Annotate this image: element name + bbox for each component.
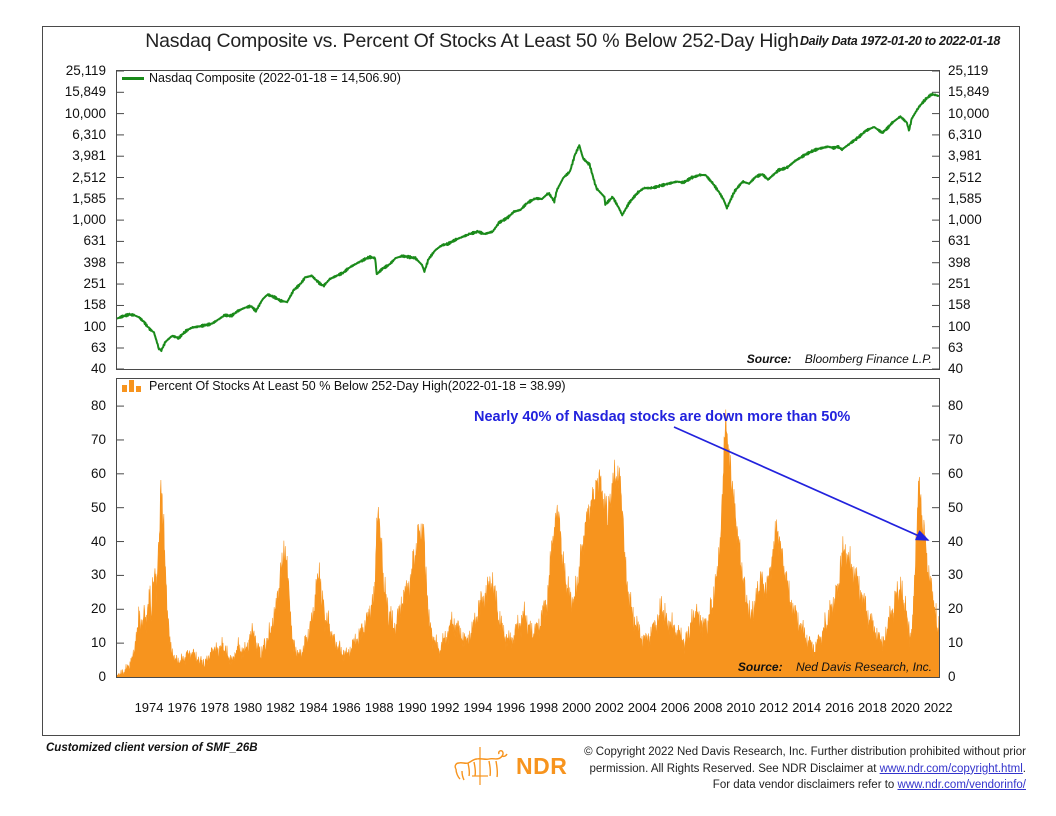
legend-nasdaq: Nasdaq Composite (2022-01-18 = 14,506.90… bbox=[122, 71, 401, 85]
axis-tick-label: 70 bbox=[948, 433, 963, 447]
bull-bear-logo-icon bbox=[450, 745, 510, 787]
axis-tick-label: 3,981 bbox=[0, 149, 106, 163]
axis-tick-label: 1,000 bbox=[0, 213, 106, 227]
axis-tick-label: 63 bbox=[0, 341, 106, 355]
axis-tick-label: 10 bbox=[0, 636, 106, 650]
daily-data-range: Daily Data 1972-01-20 to 2022-01-18 bbox=[800, 34, 1000, 48]
axis-tick-label: 15,849 bbox=[0, 85, 106, 99]
chart-page: Nasdaq Composite vs. Percent Of Stocks A… bbox=[0, 0, 1056, 816]
vendorinfo-link[interactable]: www.ndr.com/vendorinfo/ bbox=[898, 779, 1026, 791]
axis-tick-label: 158 bbox=[0, 298, 106, 312]
axis-tick-label: 25,119 bbox=[948, 64, 988, 78]
axis-tick-label: 10 bbox=[948, 636, 963, 650]
copyright-line-2-period: . bbox=[1023, 763, 1026, 775]
axis-tick-label: 158 bbox=[948, 298, 971, 312]
axis-tick-label: 20 bbox=[0, 602, 106, 616]
ndr-logo-text: NDR bbox=[516, 753, 567, 780]
source-top-label: Source: bbox=[747, 352, 792, 366]
axis-tick-label: 6,310 bbox=[0, 128, 106, 142]
axis-tick-label: 6,310 bbox=[948, 128, 982, 142]
axis-tick-label: 398 bbox=[948, 256, 971, 270]
axis-tick-label: 10,000 bbox=[0, 107, 106, 121]
line-swatch-icon bbox=[122, 77, 144, 80]
legend-percent-label: Percent Of Stocks At Least 50 % Below 25… bbox=[149, 379, 566, 393]
axis-tick-label: 2,512 bbox=[948, 171, 982, 185]
axis-tick-label: 0 bbox=[948, 670, 956, 684]
bar-swatch-icon bbox=[122, 380, 144, 392]
axis-tick-label: 631 bbox=[948, 234, 971, 248]
annotation-text: Nearly 40% of Nasdaq stocks are down mor… bbox=[474, 409, 850, 425]
axis-tick-label: 63 bbox=[948, 341, 963, 355]
axis-tick-label: 20 bbox=[948, 602, 963, 616]
axis-tick-label: 40 bbox=[948, 362, 963, 376]
copyright-line-2: permission. All Rights Reserved. See NDR… bbox=[566, 761, 1026, 778]
axis-tick-label: 50 bbox=[0, 501, 106, 515]
axis-tick-label: 631 bbox=[0, 234, 106, 248]
axis-tick-label: 70 bbox=[0, 433, 106, 447]
axis-tick-label: 1,585 bbox=[0, 192, 106, 206]
axis-tick-label: 30 bbox=[948, 568, 963, 582]
axis-tick-label: 251 bbox=[948, 277, 971, 291]
legend-nasdaq-label: Nasdaq Composite (2022-01-18 = 14,506.90… bbox=[149, 71, 401, 85]
axis-tick-label: 100 bbox=[948, 320, 971, 334]
axis-tick-label: 398 bbox=[0, 256, 106, 270]
source-top-value: Bloomberg Finance L.P. bbox=[805, 352, 932, 366]
copyright-line-3: For data vendor disclaimers refer to www… bbox=[566, 777, 1026, 794]
copyright-line-1: © Copyright 2022 Ned Davis Research, Inc… bbox=[566, 744, 1026, 761]
source-bottom: Source: Ned Davis Research, Inc. bbox=[738, 660, 932, 674]
axis-tick-label: 60 bbox=[948, 467, 963, 481]
axis-tick-label: 30 bbox=[0, 568, 106, 582]
axis-tick-label: 40 bbox=[0, 362, 106, 376]
axis-tick-label: 60 bbox=[0, 467, 106, 481]
source-bottom-label: Source: bbox=[738, 660, 783, 674]
axis-tick-label: 80 bbox=[0, 399, 106, 413]
axis-tick-label: 40 bbox=[0, 535, 106, 549]
axis-tick-label: 15,849 bbox=[948, 85, 989, 99]
copyright-link[interactable]: www.ndr.com/copyright.html bbox=[880, 763, 1023, 775]
ndr-logo: NDR bbox=[450, 745, 567, 787]
axis-tick-label: 0 bbox=[0, 670, 106, 684]
axis-tick-label: 100 bbox=[0, 320, 106, 334]
axis-tick-label: 10,000 bbox=[948, 107, 989, 121]
axis-tick-label: 1,585 bbox=[948, 192, 982, 206]
legend-percent-stocks: Percent Of Stocks At Least 50 % Below 25… bbox=[122, 379, 566, 393]
axis-tick-label: 25,119 bbox=[0, 64, 106, 78]
axis-tick-label: 50 bbox=[948, 501, 963, 515]
page-title: Nasdaq Composite vs. Percent Of Stocks A… bbox=[42, 30, 902, 53]
axis-tick-label: 2,512 bbox=[0, 171, 106, 185]
axis-tick-label: 251 bbox=[0, 277, 106, 291]
nasdaq-composite-plot bbox=[117, 71, 939, 369]
axis-tick-label: 3,981 bbox=[948, 149, 982, 163]
copyright-line-2-text: permission. All Rights Reserved. See NDR… bbox=[589, 763, 879, 775]
nasdaq-composite-panel bbox=[116, 70, 940, 370]
axis-tick-label: 80 bbox=[948, 399, 963, 413]
version-note: Customized client version of SMF_26B bbox=[46, 742, 258, 754]
axis-tick-label: 40 bbox=[948, 535, 963, 549]
copyright-block: © Copyright 2022 Ned Davis Research, Inc… bbox=[566, 744, 1026, 794]
x-axis-tick-label: 2022 bbox=[918, 700, 958, 715]
source-bottom-value: Ned Davis Research, Inc. bbox=[796, 660, 932, 674]
copyright-line-3-text: For data vendor disclaimers refer to bbox=[713, 779, 898, 791]
source-top: Source: Bloomberg Finance L.P. bbox=[747, 352, 932, 366]
axis-tick-label: 1,000 bbox=[948, 213, 982, 227]
